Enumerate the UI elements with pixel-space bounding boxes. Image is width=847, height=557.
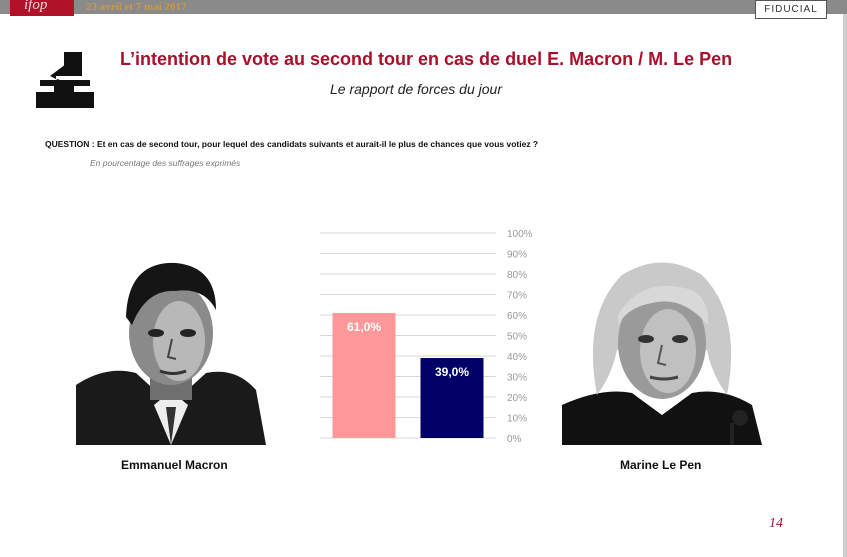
macron-photo [76,255,266,445]
y-tick-label: 80% [507,270,527,281]
question-text: QUESTION : Et en cas de second tour, pou… [45,139,539,149]
y-tick-label: 50% [507,332,527,343]
le-pen-photo [562,255,762,445]
slide-title: L’intention de vote au second tour en ca… [120,49,733,69]
slide-subtitle: Le rapport de forces du jour [330,81,502,97]
bar-macron [332,312,396,438]
y-tick-label: 30% [507,373,527,384]
right-edge-shadow [843,14,847,557]
y-tick-label: 10% [507,414,527,425]
vote-bar-chart: 0% 10% 20% 30% 40% 50% 60% 70% 80% 90% 100% 61,0% 39… [320,229,533,445]
bar-value-label: 61,0% [347,320,381,334]
percentage-note: En pourcentage des suffrages exprimés [90,158,241,168]
header-dates: 23 avril et 7 mai 2017 [86,1,187,13]
ballot-box-icon [36,52,94,108]
page-number: 14 [769,516,783,531]
candidate-name-left: Emmanuel Macron [121,458,228,472]
ifop-logo: ifop [10,0,74,16]
y-tick-label: 70% [507,291,527,302]
bar-le-pen [420,358,484,438]
top-bar [0,0,847,14]
y-tick-label: 20% [507,393,527,404]
y-tick-label: 100% [507,229,533,240]
bar-value-label: 39,0% [435,365,469,379]
y-tick-label: 0% [507,434,522,445]
y-tick-label: 40% [507,352,527,363]
candidate-name-right: Marine Le Pen [620,458,702,472]
logo-text: ifop [24,0,48,13]
y-tick-label: 60% [507,311,527,322]
fiducial-logo: FIDUCIAL [755,0,827,19]
y-tick-label: 90% [507,250,527,261]
